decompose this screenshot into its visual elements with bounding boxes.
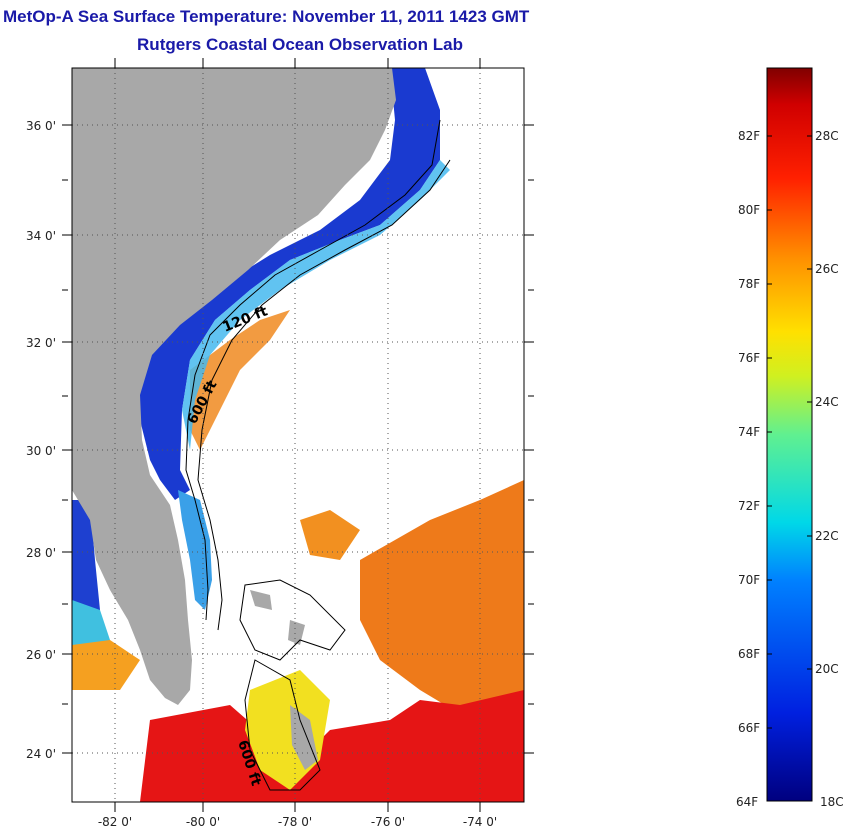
- warm-patch: [300, 510, 360, 560]
- lat-label: 28 0': [26, 546, 56, 560]
- colorbar-f-label: 68F: [738, 647, 761, 661]
- gulf-cyan-sst: [72, 600, 110, 645]
- colorbar-f-label: 66F: [738, 721, 761, 735]
- lon-label: -82 0': [98, 815, 132, 829]
- land-bahamas-2: [290, 705, 318, 770]
- colorbar-ticks: [767, 135, 812, 729]
- gulf-stream-sst: [360, 480, 524, 720]
- colorbar-c-label: 20C: [815, 662, 839, 676]
- contour-600ft: [197, 159, 451, 631]
- land-bahamas-3: [250, 590, 272, 610]
- colorbar-f-label: 80F: [738, 203, 761, 217]
- florida-keys-sst: [72, 640, 140, 690]
- lat-ticks: [62, 124, 534, 754]
- colorbar-c-label: 28C: [815, 129, 839, 143]
- colorbar-f-label: 78F: [738, 277, 761, 291]
- colorbar: [766, 67, 813, 802]
- contour-120ft: [185, 119, 441, 621]
- land-mainland: [72, 68, 396, 705]
- colorbar-f-label: 76F: [738, 351, 761, 365]
- colorbar-f-label: 70F: [738, 573, 761, 587]
- colorbar-f-label: 82F: [738, 129, 761, 143]
- southern-hot-sst: [140, 690, 524, 802]
- offshore-warm-sst: [190, 310, 290, 450]
- lon-label: -80 0': [186, 815, 220, 829]
- coastal-cyan-sst: [182, 160, 450, 450]
- florida-coast-sst: [178, 490, 212, 610]
- lon-ticks: [114, 58, 481, 812]
- colorbar-c-label: 24C: [815, 395, 839, 409]
- lon-label: -78 0': [278, 815, 312, 829]
- lat-label: 24 0': [26, 747, 56, 761]
- colorbar-f-label: 72F: [738, 499, 761, 513]
- colorbar-f-label: 74F: [738, 425, 761, 439]
- lat-label: 34 0': [26, 229, 56, 243]
- colorbar-c-label: 18C: [820, 795, 844, 809]
- map-subtitle: Rutgers Coastal Ocean Observation Lab: [137, 35, 463, 54]
- lon-label: -76 0': [371, 815, 405, 829]
- colorbar-c-label: 26C: [815, 262, 839, 276]
- lon-label: -74 0': [463, 815, 497, 829]
- land-bahamas-1: [288, 620, 305, 645]
- lat-label: 26 0': [26, 648, 56, 662]
- lat-label: 32 0': [26, 336, 56, 350]
- coastal-cold-sst: [130, 68, 440, 500]
- contour-bahamas: [239, 579, 346, 791]
- colorbar-f-label: 64F: [736, 795, 759, 809]
- lat-label: 30 0': [26, 444, 56, 458]
- map-grid: [72, 68, 524, 802]
- colorbar-c-label: 22C: [815, 529, 839, 543]
- lat-label: 36 0': [26, 119, 56, 133]
- map-title: MetOp-A Sea Surface Temperature: Novembe…: [3, 7, 530, 26]
